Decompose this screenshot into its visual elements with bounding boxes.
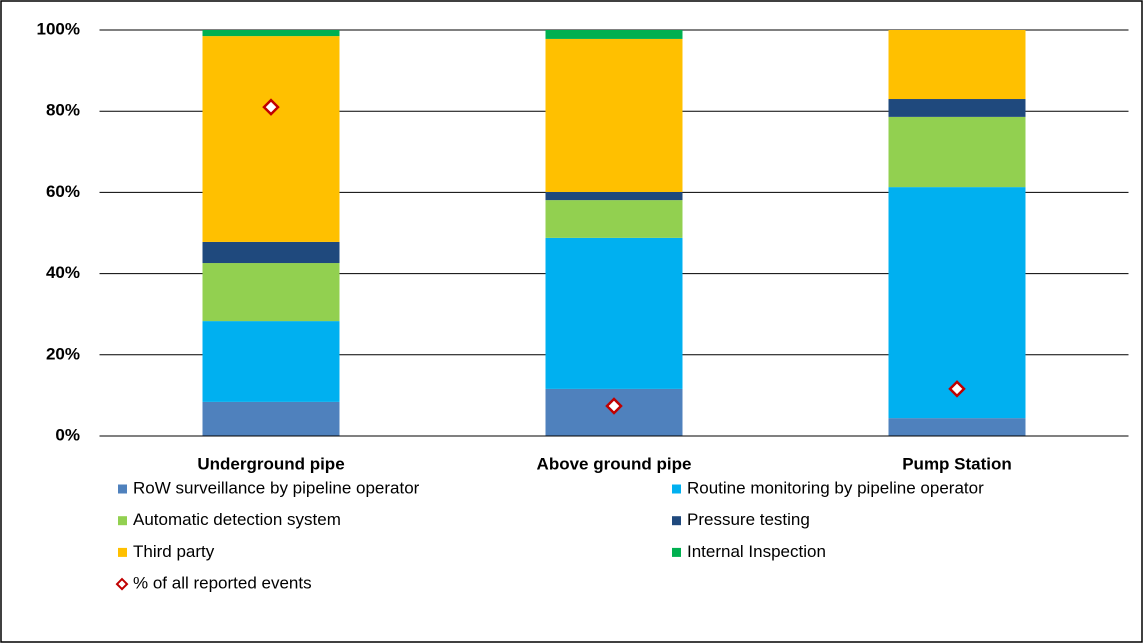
- bar-segment: [202, 36, 340, 242]
- x-tick-label: Underground pipe: [197, 454, 344, 473]
- bar-segment: [202, 401, 340, 436]
- legend-label: Automatic detection system: [133, 510, 341, 529]
- bar-segment: [888, 187, 1026, 419]
- legend-swatch: [672, 547, 681, 557]
- diamond-marker: [605, 397, 623, 415]
- bar-segment: [202, 30, 340, 37]
- bar-segment: [545, 38, 683, 192]
- legend-marker: [115, 577, 129, 591]
- legend-label: Pressure testing: [687, 510, 810, 529]
- legend-label: Routine monitoring by pipeline operator: [687, 478, 984, 497]
- y-tick-label: 60%: [46, 182, 80, 201]
- bar-segment: [202, 321, 340, 402]
- x-tick-label: Pump Station: [902, 454, 1012, 473]
- bar-segment: [545, 191, 683, 201]
- diamond-marker: [948, 380, 966, 398]
- y-tick-label: 40%: [46, 263, 80, 282]
- bar-segment: [202, 241, 340, 264]
- legend-swatch: [672, 484, 681, 494]
- legend-label: Third party: [133, 542, 215, 561]
- bar-segment: [888, 116, 1026, 188]
- legend-swatch: [672, 516, 681, 526]
- bar-segment: [545, 237, 683, 389]
- diamond-marker: [262, 98, 280, 116]
- bar-segment: [888, 99, 1026, 117]
- legend-swatch: [118, 547, 127, 557]
- legend-swatch: [118, 516, 127, 526]
- bar-segment: [888, 418, 1026, 436]
- bar-segment: [202, 263, 340, 322]
- y-tick-label: 100%: [37, 19, 80, 38]
- bar-segment: [888, 30, 1026, 100]
- legend-label: RoW surveillance by pipeline operator: [133, 478, 420, 497]
- y-tick-label: 80%: [46, 101, 80, 120]
- legend-swatch: [118, 484, 127, 494]
- legend-label: Internal Inspection: [687, 542, 826, 561]
- legend-label: % of all reported events: [133, 574, 312, 593]
- bar-segment: [545, 200, 683, 238]
- y-tick-label: 0%: [55, 425, 80, 444]
- bar-segment: [545, 30, 683, 39]
- x-tick-label: Above ground pipe: [537, 454, 692, 473]
- y-tick-label: 20%: [46, 344, 80, 363]
